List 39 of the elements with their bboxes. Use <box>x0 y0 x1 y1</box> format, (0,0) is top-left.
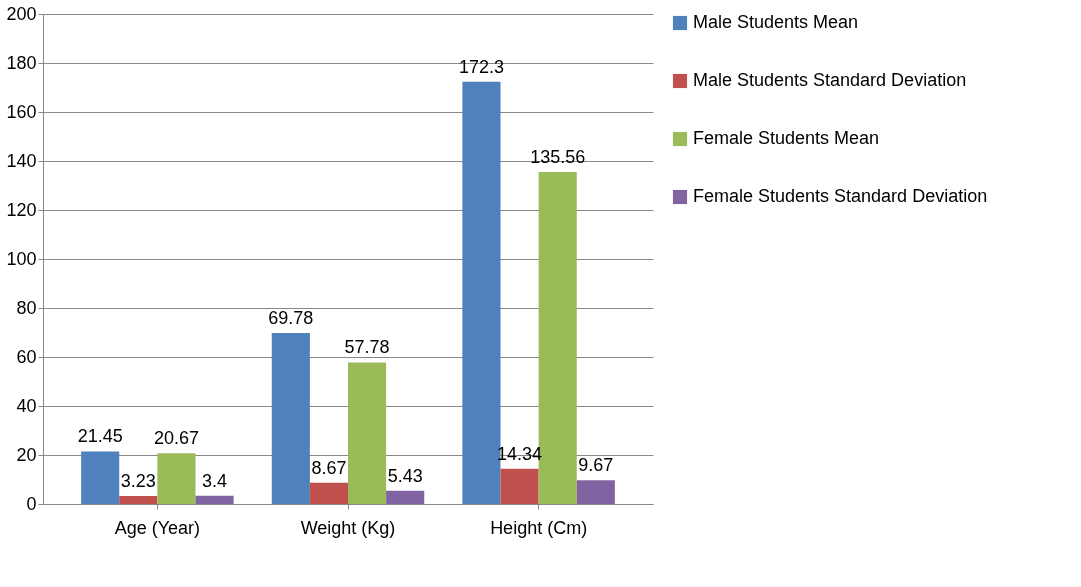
bar <box>81 451 120 504</box>
y-tick-label: 140 <box>6 150 37 171</box>
y-tick-label: 0 <box>26 493 37 514</box>
data-label: 21.45 <box>77 426 123 447</box>
y-tick-label: 100 <box>6 248 37 269</box>
bar <box>309 482 348 504</box>
data-label: 3.4 <box>202 470 228 491</box>
bar <box>500 468 539 504</box>
bar <box>157 453 196 504</box>
data-label: 172.3 <box>458 56 504 77</box>
data-label: 5.43 <box>387 465 423 486</box>
legend-label: Male Students Standard Deviation <box>693 70 967 90</box>
data-label: 20.67 <box>153 428 199 449</box>
legend-label: Male Students Mean <box>693 12 859 32</box>
y-tick-label: 120 <box>6 199 37 220</box>
bar <box>386 490 425 504</box>
data-label: 69.78 <box>268 308 314 329</box>
data-label: 135.56 <box>530 146 586 167</box>
bar <box>348 362 387 504</box>
x-tick-label: Age (Year) <box>114 517 201 538</box>
bar <box>119 496 158 504</box>
x-tick-label: Height (Cm) <box>490 517 588 538</box>
y-tick-label: 200 <box>6 3 37 24</box>
y-tick-label: 40 <box>16 395 37 416</box>
legend-label: Female Students Standard Deviation <box>693 186 988 206</box>
y-tick-label: 80 <box>16 297 37 318</box>
legend-label: Female Students Mean <box>693 128 880 148</box>
y-tick-label: 20 <box>16 444 37 465</box>
y-tick-label: 160 <box>6 101 37 122</box>
y-tick-label: 60 <box>16 346 37 367</box>
bar <box>195 495 234 504</box>
data-label: 9.67 <box>578 455 614 476</box>
bar <box>576 480 615 504</box>
bar <box>271 333 310 504</box>
y-tick-label: 180 <box>6 52 37 73</box>
data-label: 8.67 <box>311 457 347 478</box>
data-label: 3.23 <box>120 471 156 492</box>
data-label: 57.78 <box>344 337 390 358</box>
x-tick-label: Weight (Kg) <box>300 517 396 538</box>
